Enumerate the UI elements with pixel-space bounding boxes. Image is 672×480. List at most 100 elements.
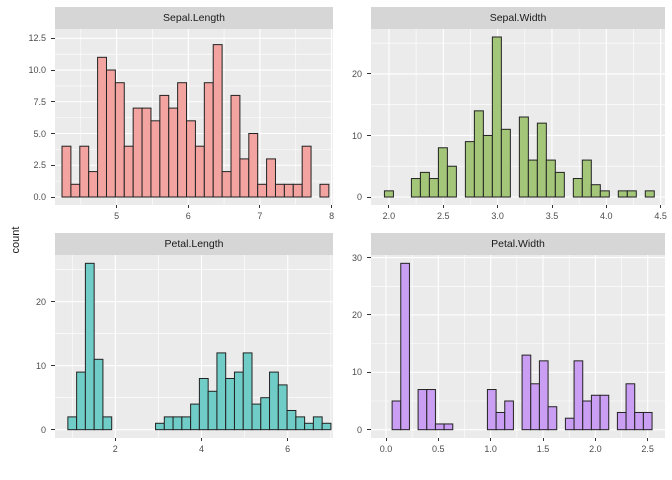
y-tick-label: 2.5 bbox=[33, 160, 46, 171]
x-tick-mark bbox=[551, 205, 553, 208]
histogram-bar bbox=[599, 394, 610, 431]
histogram-bar bbox=[616, 411, 627, 431]
y-tick-label: 0 bbox=[40, 424, 46, 435]
x-tick-label: 2.0 bbox=[382, 211, 396, 221]
histogram-bar bbox=[123, 145, 134, 198]
histogram-bar bbox=[159, 94, 170, 198]
histogram-bar bbox=[547, 406, 558, 431]
x-tick-label: 4.5 bbox=[654, 211, 667, 221]
x-tick-mark bbox=[201, 438, 202, 441]
histogram-bar bbox=[221, 171, 232, 198]
histogram-bar bbox=[573, 360, 584, 431]
histogram-bar bbox=[198, 377, 209, 431]
facet-strip-label: Sepal.Width bbox=[489, 12, 547, 24]
histogram-bar bbox=[625, 383, 636, 431]
histogram-bar bbox=[141, 107, 152, 198]
histogram-bar bbox=[286, 409, 297, 431]
histogram-bar bbox=[295, 416, 306, 431]
y-tick-label: 0.0 bbox=[33, 192, 46, 202]
panel-background bbox=[371, 255, 665, 438]
y-tick-mark bbox=[51, 196, 55, 198]
y-tick-label: 10 bbox=[35, 360, 46, 371]
y-tick-mark bbox=[51, 429, 55, 431]
x-tick-label: 7 bbox=[257, 211, 263, 221]
histogram-bar bbox=[186, 120, 196, 198]
histogram-bar bbox=[207, 390, 218, 431]
histogram-plot bbox=[371, 29, 665, 205]
histogram-bar bbox=[644, 190, 655, 198]
histogram-bar bbox=[292, 183, 303, 198]
histogram-bar bbox=[443, 423, 454, 431]
facet-strip-label: Sepal.Length bbox=[163, 12, 225, 24]
x-tick-label: 5 bbox=[114, 211, 120, 221]
histogram-bar bbox=[391, 400, 402, 431]
histogram-bar bbox=[61, 145, 72, 198]
histogram-bar bbox=[530, 383, 540, 431]
y-tick-mark bbox=[367, 135, 371, 136]
x-tick-label: 3.0 bbox=[491, 211, 504, 221]
histogram-bar bbox=[527, 159, 538, 198]
histogram-bar bbox=[277, 384, 288, 431]
panel-sepal-length: Sepal.Length 5 6 7 8 0.0 2.5 5.0 7.5 10.0 12.5 bbox=[28, 7, 334, 221]
histogram-bar bbox=[84, 262, 95, 431]
x-tick-mark bbox=[490, 438, 492, 441]
x-tick-mark bbox=[116, 205, 118, 208]
histogram-bar bbox=[495, 411, 506, 431]
x-tick-mark bbox=[660, 205, 662, 208]
y-tick-mark bbox=[367, 429, 371, 431]
histogram-bar bbox=[319, 183, 330, 198]
x-tick-label: 8 bbox=[329, 211, 335, 221]
y-tick-mark bbox=[51, 69, 55, 71]
y-tick-mark bbox=[51, 133, 55, 134]
histogram-bar bbox=[634, 411, 644, 431]
histogram-bar bbox=[67, 416, 78, 431]
y-tick-label: 30 bbox=[351, 252, 362, 263]
y-tick-mark bbox=[51, 301, 55, 303]
x-tick-label: 2 bbox=[112, 444, 118, 454]
x-tick-label: 2.5 bbox=[437, 211, 450, 221]
x-tick-label: 1.0 bbox=[484, 444, 497, 454]
histogram-bar bbox=[212, 44, 223, 198]
histogram-bar bbox=[216, 352, 227, 431]
x-tick-mark bbox=[187, 205, 189, 208]
x-tick-label: 2.0 bbox=[589, 444, 602, 454]
histogram-bar bbox=[521, 354, 532, 431]
x-tick-label: 1.5 bbox=[536, 444, 550, 454]
histogram-bar bbox=[437, 147, 448, 198]
histogram-bar bbox=[163, 416, 174, 431]
histogram-bar bbox=[426, 389, 436, 431]
y-axis-title: count bbox=[10, 226, 22, 254]
histogram-bar bbox=[538, 360, 549, 431]
histogram-bar bbox=[599, 190, 610, 198]
histogram-bar bbox=[172, 416, 183, 431]
x-tick-mark bbox=[287, 438, 289, 441]
histogram-bar bbox=[428, 178, 439, 198]
histogram-bar bbox=[410, 178, 421, 198]
histogram-bar bbox=[590, 184, 601, 198]
y-tick-mark bbox=[51, 164, 55, 166]
x-tick-mark bbox=[331, 205, 333, 208]
x-tick-label: 0.0 bbox=[379, 444, 393, 454]
histogram-bar bbox=[642, 411, 653, 431]
histogram-bar bbox=[181, 416, 192, 431]
y-tick-mark bbox=[51, 101, 55, 103]
histogram-bar bbox=[554, 171, 565, 198]
x-tick-mark bbox=[437, 438, 439, 441]
x-tick-label: 4 bbox=[198, 444, 205, 454]
histogram-bar bbox=[383, 190, 394, 198]
y-tick-mark bbox=[51, 37, 55, 39]
x-tick-label: 3.5 bbox=[545, 211, 559, 221]
facet-strip-label: Petal.Length bbox=[164, 238, 224, 250]
y-tick-label: 7.5 bbox=[33, 96, 46, 107]
y-tick-label: 10 bbox=[351, 130, 362, 141]
y-tick-mark bbox=[367, 257, 371, 259]
histogram-bar bbox=[155, 422, 165, 431]
histogram-bar bbox=[194, 145, 205, 198]
y-tick-mark bbox=[367, 73, 371, 75]
y-tick-label: 10 bbox=[351, 367, 362, 378]
histogram-bar bbox=[283, 183, 294, 198]
x-tick-mark bbox=[647, 438, 649, 441]
x-tick-mark bbox=[114, 438, 116, 441]
y-tick-label: 12.5 bbox=[28, 33, 46, 44]
